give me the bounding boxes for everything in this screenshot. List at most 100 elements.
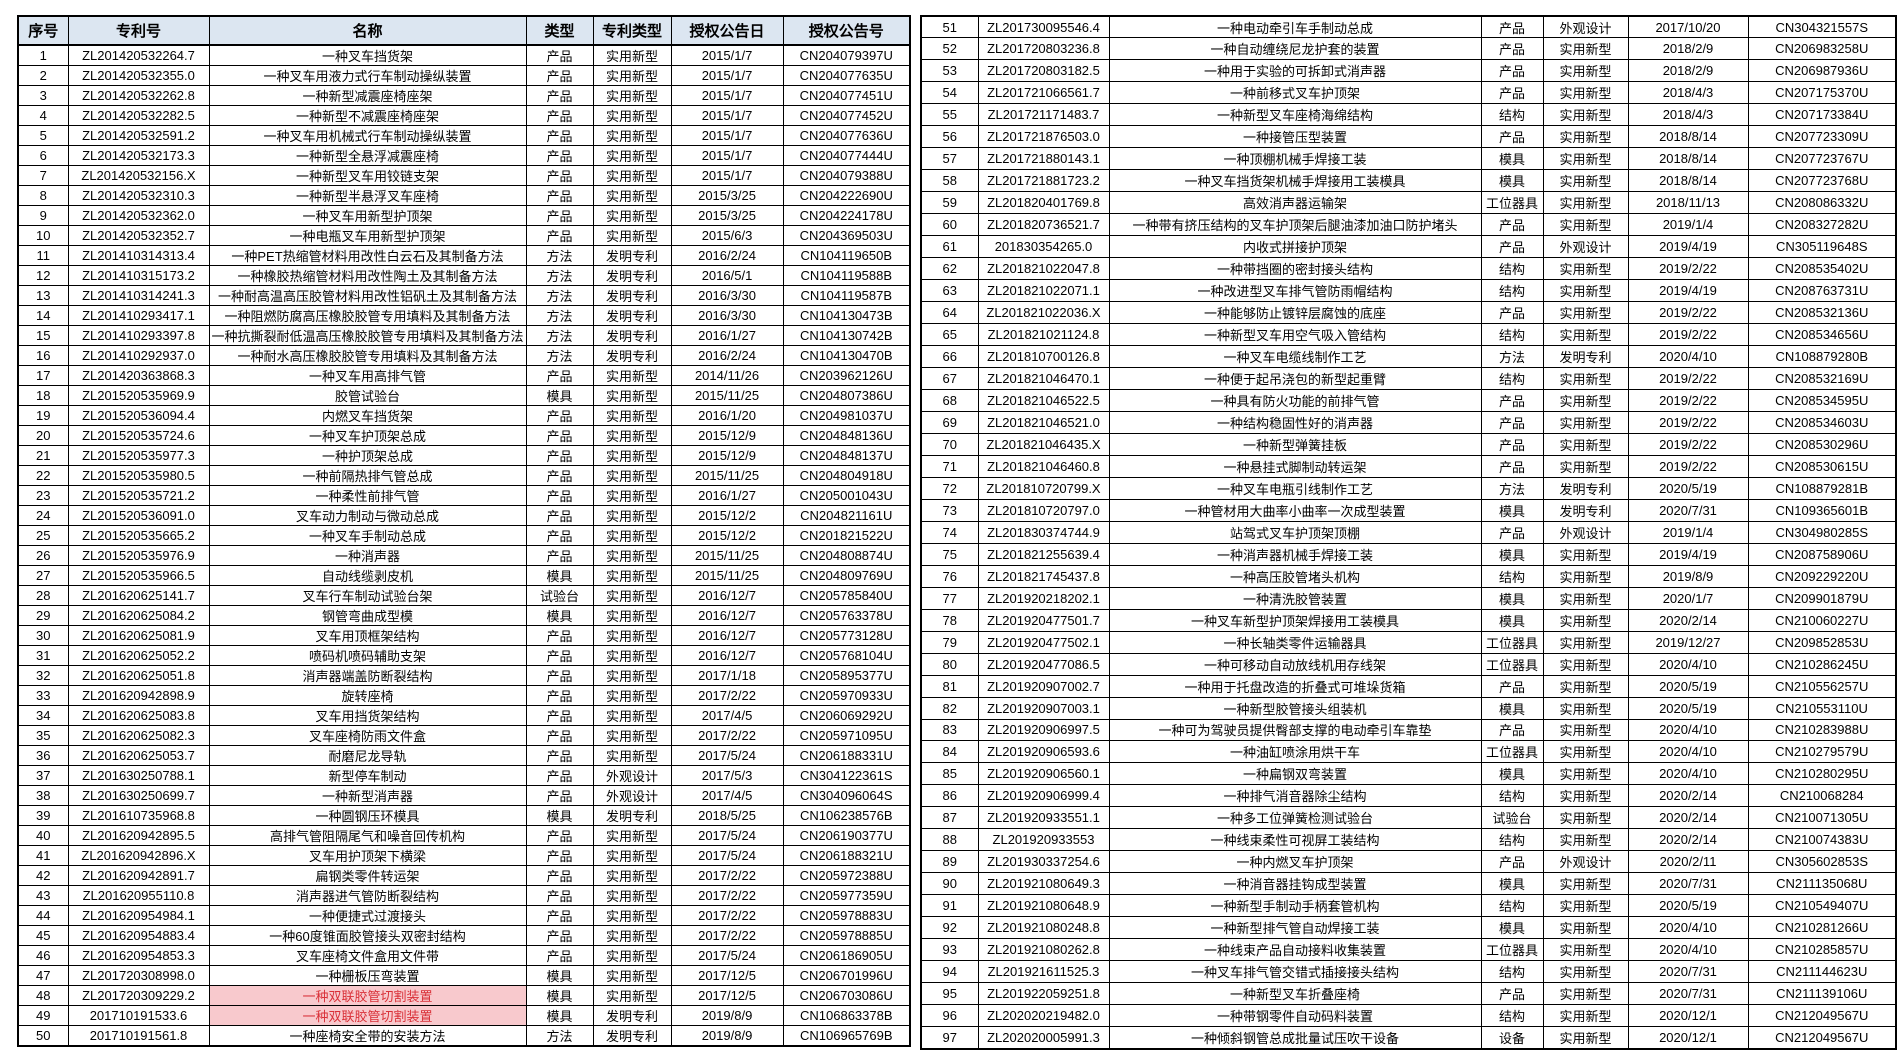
cell-grant-date: 2015/12/9 bbox=[670, 445, 784, 466]
cell-patent-type: 实用新型 bbox=[592, 525, 672, 546]
cell-grant-number: CN204077636U bbox=[782, 125, 911, 146]
cell-patent-name: 耐磨尼龙导轨 bbox=[208, 745, 527, 766]
cell-patent-number: 201710191561.8 bbox=[67, 1025, 210, 1047]
cell-patent-type: 实用新型 bbox=[1542, 410, 1629, 434]
cell-type: 产品 bbox=[525, 845, 594, 866]
cell-grant-number: CN206983258U bbox=[1747, 37, 1897, 61]
table-row: 62 ZL201821022047.8 一种带挡圈的密封接头结构 结构 实用新型 2019… bbox=[920, 257, 1897, 281]
cell-patent-type: 实用新型 bbox=[592, 825, 672, 846]
cell-type: 产品 bbox=[1480, 125, 1544, 149]
cell-patent-number: ZL201520535969.9 bbox=[67, 385, 210, 406]
cell-patent-number: ZL201821022047.8 bbox=[977, 257, 1110, 281]
cell-grant-number: CN210283988U bbox=[1747, 718, 1897, 742]
cell-index: 9 bbox=[17, 205, 69, 226]
cell-index: 11 bbox=[17, 245, 69, 266]
cell-grant-number: CN208534595U bbox=[1747, 388, 1897, 412]
cell-grant-date: 2020/4/10 bbox=[1627, 762, 1749, 786]
cell-patent-name: 一种悬挂式脚制动转运架 bbox=[1108, 454, 1482, 478]
cell-type: 产品 bbox=[1480, 410, 1544, 434]
cell-index: 40 bbox=[17, 825, 69, 846]
cell-type: 模具 bbox=[525, 385, 594, 406]
table-row: 34 ZL201620625083.8 叉车用挡货架结构 产品 实用新型 2017/4/5… bbox=[17, 705, 911, 726]
cell-grant-date: 2020/4/10 bbox=[1627, 345, 1749, 368]
cell-patent-number: ZL201620954883.4 bbox=[67, 925, 210, 946]
cell-grant-number: CN104119650B bbox=[782, 245, 911, 266]
cell-grant-date: 2019/8/9 bbox=[1627, 564, 1749, 588]
cell-patent-type: 实用新型 bbox=[1542, 916, 1629, 940]
cell-patent-type: 实用新型 bbox=[592, 905, 672, 926]
cell-patent-name: 一种管材用大曲率小曲率一次成型装置 bbox=[1108, 498, 1482, 522]
cell-grant-number: CN207723768U bbox=[1747, 169, 1897, 193]
cell-type: 产品 bbox=[525, 65, 594, 86]
cell-grant-date: 2018/4/3 bbox=[1627, 81, 1749, 105]
table-row: 71 ZL201821046460.8 一种悬挂式脚制动转运架 产品 实用新型 2019/… bbox=[920, 454, 1897, 478]
cell-patent-name: 旋转座椅 bbox=[208, 685, 527, 706]
cell-type: 产品 bbox=[1480, 388, 1544, 412]
cell-patent-type: 实用新型 bbox=[592, 85, 672, 106]
table-row: 8 ZL201420532310.3 一种新型半悬浮叉车座椅 产品 实用新型 2015/3… bbox=[17, 185, 911, 206]
table-row: 11 ZL201410314313.4 一种PET热缩管材料用改性白云石及其制备方法… bbox=[17, 245, 911, 266]
cell-type: 产品 bbox=[525, 405, 594, 426]
cell-type: 产品 bbox=[525, 665, 594, 686]
cell-type: 模具 bbox=[1480, 762, 1544, 786]
cell-patent-type: 实用新型 bbox=[1542, 37, 1629, 61]
cell-patent-name: 胶管试验台 bbox=[208, 385, 527, 406]
header-patent-type: 专利类型 bbox=[592, 15, 672, 46]
table-row: 29 ZL201620625084.2 钢管弯曲成型模 模具 实用新型 2016/12/7… bbox=[17, 605, 911, 626]
cell-patent-name: 一种60度锥面胶管接头双密封结构 bbox=[208, 925, 527, 946]
cell-index: 20 bbox=[17, 425, 69, 446]
cell-grant-number: CN204077451U bbox=[782, 85, 911, 106]
cell-patent-name: 一种橡胶热缩管材料用改性陶土及其制备方法 bbox=[208, 265, 527, 286]
cell-patent-type: 实用新型 bbox=[592, 185, 672, 206]
cell-grant-number: CN210286245U bbox=[1747, 652, 1897, 676]
table-row: 53 ZL201720803182.5 一种用于实验的可拆卸式消声器 产品 实用新型 20… bbox=[920, 59, 1897, 83]
cell-grant-date: 2015/1/7 bbox=[670, 65, 784, 86]
cell-patent-name: 一种新型半悬浮叉车座椅 bbox=[208, 185, 527, 206]
cell-type: 产品 bbox=[525, 165, 594, 186]
cell-patent-number: 201830354265.0 bbox=[977, 235, 1110, 259]
cell-grant-date: 2020/5/19 bbox=[1627, 696, 1749, 720]
cell-grant-date: 2019/2/22 bbox=[1627, 367, 1749, 390]
cell-type: 结构 bbox=[1480, 960, 1544, 984]
cell-grant-date: 2018/8/14 bbox=[1627, 169, 1749, 193]
cell-grant-date: 2015/1/7 bbox=[670, 165, 784, 186]
cell-type: 方法 bbox=[525, 305, 594, 326]
cell-grant-date: 2015/1/7 bbox=[670, 125, 784, 146]
cell-patent-number: ZL201620625141.7 bbox=[67, 585, 210, 606]
cell-patent-name: 一种叉车挡货架机械手焊接用工装模具 bbox=[1108, 169, 1482, 193]
cell-type: 产品 bbox=[1480, 59, 1544, 83]
cell-grant-number: CN207175370U bbox=[1747, 81, 1897, 105]
cell-patent-number: ZL201420532310.3 bbox=[67, 185, 210, 206]
cell-patent-type: 外观设计 bbox=[1542, 15, 1629, 39]
cell-grant-number: CN305119648S bbox=[1747, 235, 1897, 259]
cell-grant-number: CN210553110U bbox=[1747, 696, 1897, 720]
cell-grant-date: 2016/1/20 bbox=[670, 405, 784, 426]
cell-patent-name: 叉车座椅文件盒用文件带 bbox=[208, 945, 527, 966]
cell-grant-date: 2015/3/25 bbox=[670, 205, 784, 226]
cell-grant-number: CN206188321U bbox=[782, 845, 911, 866]
cell-patent-name: 一种叉车电缆线制作工艺 bbox=[1108, 345, 1482, 368]
cell-grant-number: CN205785840U bbox=[782, 585, 911, 606]
cell-index: 55 bbox=[920, 103, 979, 127]
cell-index: 31 bbox=[17, 645, 69, 666]
cell-grant-number: CN203962126U bbox=[782, 365, 911, 386]
cell-type: 结构 bbox=[1480, 323, 1544, 347]
cell-type: 方法 bbox=[525, 245, 594, 266]
cell-type: 结构 bbox=[1480, 103, 1544, 127]
cell-patent-number: ZL201410293417.1 bbox=[67, 305, 210, 326]
table-row: 61 201830354265.0 内收式拼接护顶架 产品 外观设计 2019/4/19 C… bbox=[920, 235, 1897, 259]
cell-patent-number: ZL201620625051.8 bbox=[67, 665, 210, 686]
table-row: 50 201710191561.8 一种座椅安全带的安装方法 方法 发明专利 2019/8… bbox=[17, 1025, 911, 1047]
cell-grant-date: 2015/3/25 bbox=[670, 185, 784, 206]
cell-patent-type: 实用新型 bbox=[592, 845, 672, 866]
cell-index: 17 bbox=[17, 365, 69, 386]
table-row: 6 ZL201420532173.3 一种新型全悬浮减震座椅 产品 实用新型 2015/1… bbox=[17, 145, 911, 166]
cell-grant-date: 2017/4/5 bbox=[670, 785, 784, 806]
cell-patent-name: 一种具有防火功能的前排气管 bbox=[1108, 388, 1482, 412]
cell-type: 工位器具 bbox=[1480, 191, 1544, 215]
cell-grant-number: CN204848137U bbox=[782, 445, 911, 466]
table-row: 60 ZL201820736521.7 一种带有挤压结构的叉车护顶架后腿油漆加油口防… bbox=[920, 213, 1897, 237]
cell-grant-number: CN104130470B bbox=[782, 345, 911, 366]
cell-grant-number: CN304321557S bbox=[1747, 15, 1897, 39]
cell-patent-number: ZL201420532352.7 bbox=[67, 225, 210, 246]
